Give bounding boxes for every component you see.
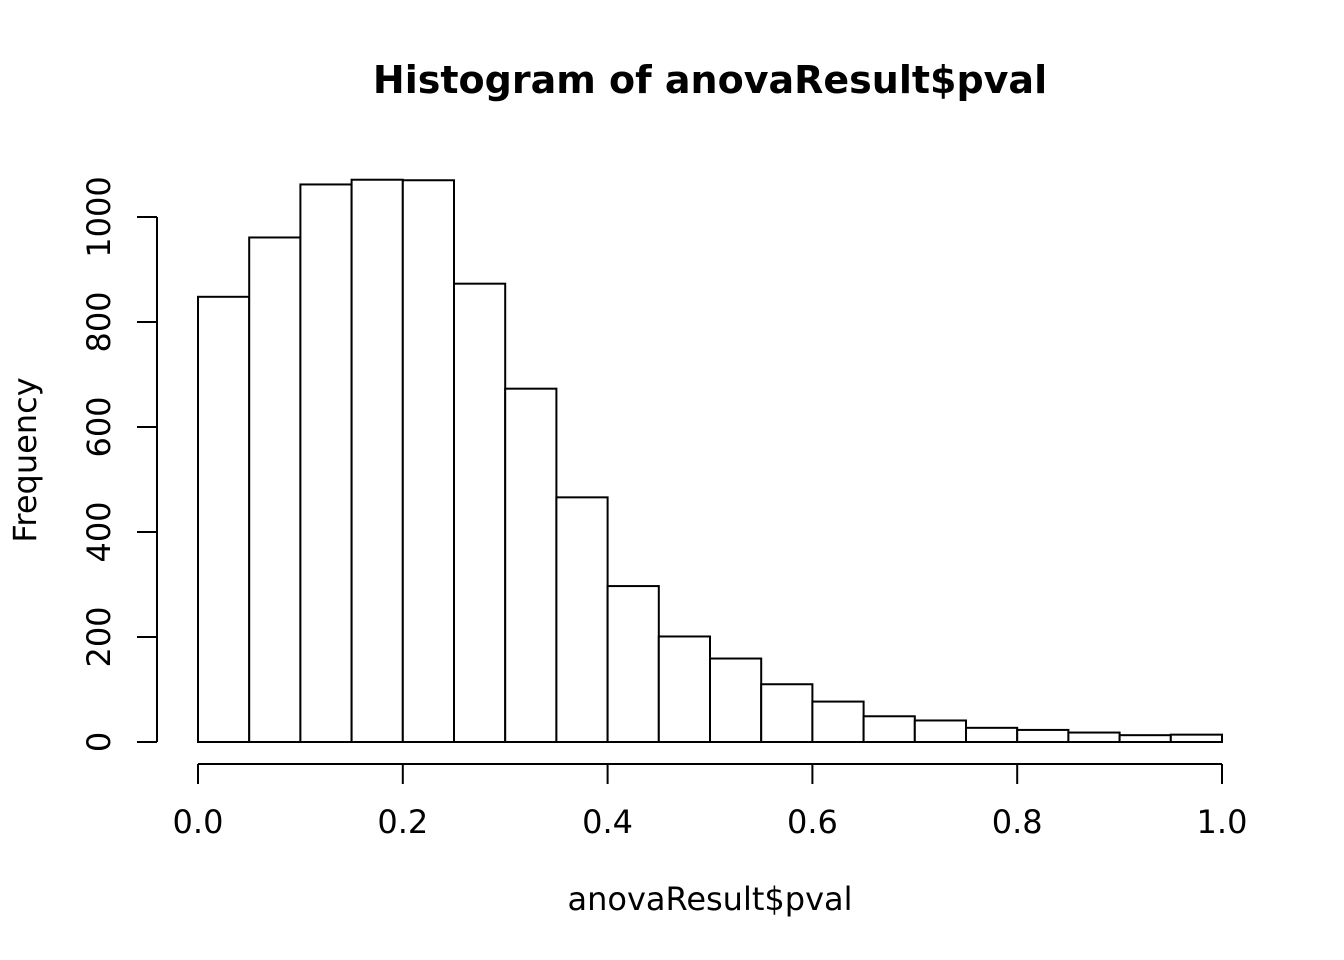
histogram-bar [197, 295, 251, 743]
histogram-bar [1169, 733, 1224, 744]
x-tick-label: 1.0 [1197, 803, 1248, 841]
x-tick-label: 0.8 [992, 803, 1043, 841]
histogram-bar [248, 236, 302, 743]
x-axis: 0.0 0.2 0.4 0.6 0.8 1.0 [173, 763, 1248, 841]
y-tick-label: 200 [80, 606, 118, 667]
histogram-bar [606, 585, 660, 744]
histogram-bar [1118, 734, 1172, 743]
y-tick-label: 400 [80, 501, 118, 562]
histogram-bar [965, 726, 1019, 744]
histogram-bar [913, 719, 967, 743]
histogram-bar [299, 183, 353, 743]
histogram-bar [811, 700, 865, 744]
x-tick-label: 0.6 [787, 803, 838, 841]
chart-title: Histogram of anovaResult$pval [373, 58, 1047, 102]
y-tick-label: 1000 [80, 176, 118, 257]
histogram-bar [657, 635, 711, 743]
histogram-bar [555, 496, 609, 743]
histogram-bar [401, 179, 455, 743]
histogram-bar [1016, 728, 1070, 743]
histogram-bar [453, 282, 507, 743]
y-tick-label: 800 [80, 291, 118, 352]
y-tick-label: 600 [80, 396, 118, 457]
x-axis-label: anovaResult$pval [568, 880, 853, 918]
x-tick-label: 0.2 [377, 803, 428, 841]
x-tick-label: 0.0 [173, 803, 224, 841]
histogram-bar [350, 178, 404, 744]
histogram-bar [862, 715, 916, 744]
bars-group [197, 178, 1224, 744]
y-tick-label: 0 [80, 732, 118, 752]
x-tick-label: 0.4 [582, 803, 633, 841]
histogram-bar [504, 387, 558, 743]
y-axis: 0 200 400 600 800 1000 [80, 176, 158, 752]
histogram-bar [1067, 731, 1121, 743]
histogram-bar [709, 657, 763, 744]
y-axis-label: Frequency [6, 377, 44, 542]
histogram-bar [760, 683, 814, 743]
